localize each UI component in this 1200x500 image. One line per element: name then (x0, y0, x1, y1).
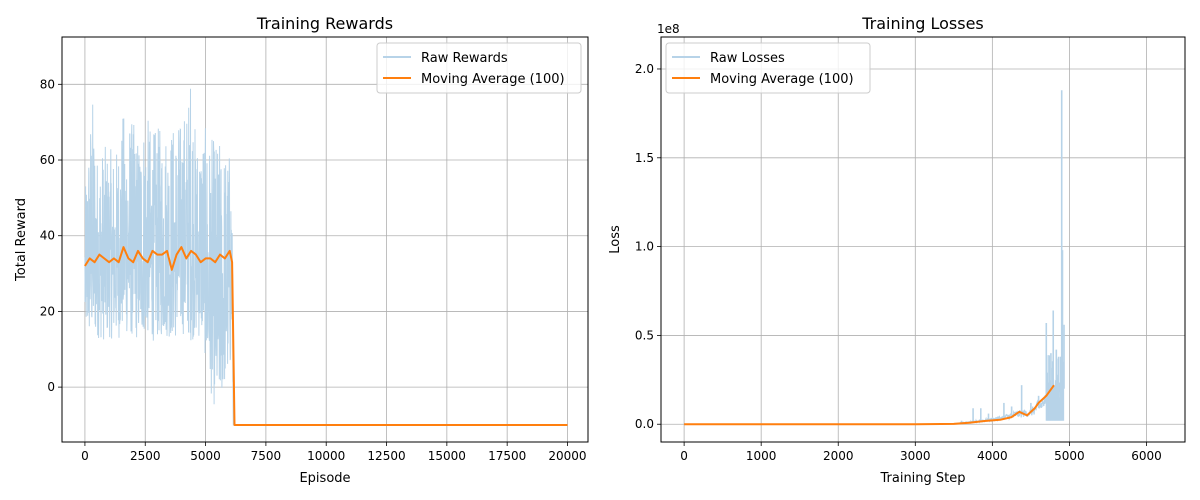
losses-y-tick-label: 0.0 (635, 417, 654, 431)
losses-y-axis-label: Loss (608, 225, 623, 254)
rewards-x-tick-label: 15000 (428, 449, 466, 463)
rewards-y-ticks: 0 20 40 60 80 (40, 77, 62, 394)
losses-y-scale-label: 1e8 (657, 22, 680, 36)
losses-x-tick-label: 1000 (746, 449, 777, 463)
losses-y-ticks: 0.0 0.5 1.0 1.5 2.0 (635, 62, 661, 431)
rewards-chart-title: Training Rewards (256, 14, 393, 33)
losses-series (684, 90, 1065, 426)
losses-chart-title: Training Losses (861, 14, 984, 33)
rewards-x-ticks: 0 2500 5000 7500 10000 12500 15000 17500 20000 (81, 442, 587, 463)
losses-x-tick-label: 6000 (1131, 449, 1162, 463)
losses-x-tick-label: 0 (680, 449, 688, 463)
losses-legend-label-raw: Raw Losses (710, 51, 785, 66)
losses-chart: 0 1000 2000 3000 4000 5000 6000 0.0 0.5 1.0 1.5 2.… (608, 14, 1186, 486)
rewards-y-tick-label: 40 (40, 229, 55, 243)
rewards-legend-box (376, 42, 582, 94)
losses-x-tick-label: 4000 (977, 449, 1008, 463)
losses-x-ticks: 0 1000 2000 3000 4000 5000 6000 (680, 442, 1162, 463)
rewards-y-tick-label: 20 (40, 304, 55, 318)
rewards-series-moving-average-line (84, 246, 568, 426)
rewards-x-tick-label: 7500 (251, 449, 282, 463)
rewards-x-tick-label: 20000 (548, 449, 586, 463)
losses-legend-box (665, 42, 871, 94)
losses-series-moving-average-line (684, 384, 1055, 426)
rewards-x-tick-label: 12500 (367, 449, 405, 463)
losses-y-tick-label: 2.0 (635, 62, 654, 76)
losses-x-axis-label: Training Step (879, 471, 965, 486)
rewards-legend-label-moving-average: Moving Average (100) (421, 72, 565, 87)
rewards-y-tick-label: 0 (47, 380, 55, 394)
rewards-y-tick-label: 60 (40, 153, 55, 167)
losses-y-tick-label: 0.5 (635, 328, 654, 342)
rewards-x-tick-label: 10000 (307, 449, 345, 463)
losses-x-tick-label: 3000 (900, 449, 931, 463)
rewards-legend: Raw Rewards Moving Average (100) (376, 42, 582, 94)
losses-grid (661, 37, 1185, 442)
losses-legend: Raw Losses Moving Average (100) (665, 42, 871, 94)
rewards-x-axis-label: Episode (299, 471, 350, 486)
rewards-y-tick-label: 80 (40, 77, 55, 91)
rewards-legend-label-raw: Raw Rewards (421, 51, 508, 66)
rewards-series-raw-line (84, 88, 568, 426)
rewards-chart: 0 2500 5000 7500 10000 12500 15000 17500 20000 0… (14, 14, 589, 486)
losses-x-tick-label: 5000 (1054, 449, 1085, 463)
rewards-x-tick-label: 17500 (488, 449, 526, 463)
rewards-y-axis-label: Total Reward (14, 198, 29, 282)
rewards-series (84, 88, 568, 426)
losses-axes-frame (660, 36, 1186, 443)
rewards-x-tick-label: 5000 (190, 449, 221, 463)
losses-y-tick-label: 1.5 (635, 151, 654, 165)
rewards-x-tick-label: 0 (81, 449, 89, 463)
rewards-axes-frame (61, 36, 589, 443)
losses-y-tick-label: 1.0 (635, 240, 654, 254)
losses-x-tick-label: 2000 (823, 449, 854, 463)
rewards-x-tick-label: 2500 (130, 449, 161, 463)
losses-legend-label-moving-average: Moving Average (100) (710, 72, 854, 87)
